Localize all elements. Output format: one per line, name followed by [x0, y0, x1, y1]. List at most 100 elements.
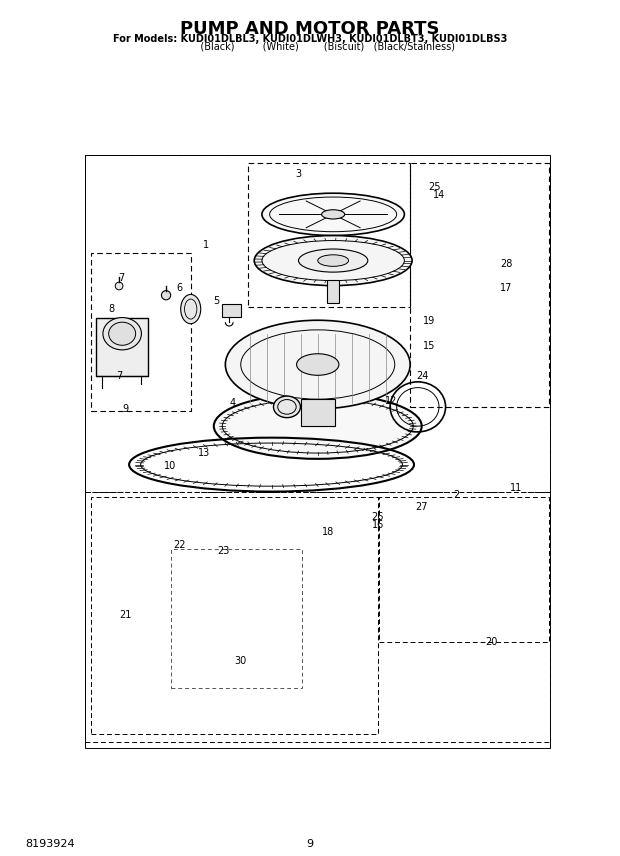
Ellipse shape — [296, 354, 339, 375]
Bar — [430, 209, 507, 253]
Ellipse shape — [317, 255, 348, 266]
Polygon shape — [433, 330, 479, 349]
Text: 21: 21 — [119, 609, 131, 620]
Ellipse shape — [404, 550, 466, 610]
Ellipse shape — [412, 558, 458, 603]
Ellipse shape — [249, 586, 271, 606]
Circle shape — [418, 505, 430, 517]
Bar — [172, 550, 303, 688]
Text: 15: 15 — [423, 341, 436, 351]
Text: 24: 24 — [416, 371, 428, 381]
Text: 28: 28 — [500, 259, 513, 270]
Text: 4: 4 — [230, 398, 236, 408]
Ellipse shape — [273, 396, 301, 418]
Bar — [410, 163, 549, 407]
Bar — [379, 497, 549, 642]
Text: PUMP AND MOTOR PARTS: PUMP AND MOTOR PARTS — [180, 20, 440, 39]
Text: 2: 2 — [453, 490, 459, 501]
Ellipse shape — [262, 193, 404, 235]
Text: 8193924: 8193924 — [25, 839, 74, 849]
Polygon shape — [435, 536, 547, 625]
Circle shape — [379, 508, 398, 526]
Bar — [371, 565, 402, 588]
Text: 9: 9 — [306, 839, 314, 849]
Text: 26: 26 — [371, 512, 384, 522]
Text: 17: 17 — [500, 282, 513, 293]
Text: 25: 25 — [428, 182, 441, 193]
Text: 27: 27 — [415, 502, 428, 512]
Text: 8: 8 — [108, 304, 115, 314]
Text: 23: 23 — [218, 546, 230, 556]
Bar — [430, 270, 495, 311]
Polygon shape — [99, 388, 164, 407]
Ellipse shape — [322, 570, 360, 606]
Text: 3: 3 — [296, 169, 301, 179]
Bar — [85, 491, 551, 742]
Ellipse shape — [265, 594, 281, 609]
Ellipse shape — [214, 394, 422, 459]
Text: 10: 10 — [164, 461, 176, 471]
Text: 14: 14 — [433, 190, 446, 200]
Bar — [249, 163, 410, 306]
Ellipse shape — [192, 579, 259, 643]
Text: 5: 5 — [213, 296, 219, 306]
Ellipse shape — [484, 573, 498, 587]
Ellipse shape — [298, 249, 368, 272]
Ellipse shape — [103, 318, 141, 350]
Circle shape — [502, 195, 510, 203]
Bar — [221, 305, 241, 317]
Circle shape — [118, 380, 125, 388]
Text: 9: 9 — [122, 404, 128, 414]
Bar — [441, 217, 495, 247]
Circle shape — [161, 290, 171, 300]
Text: 12: 12 — [385, 395, 397, 406]
Ellipse shape — [472, 562, 510, 598]
Ellipse shape — [445, 535, 537, 626]
Ellipse shape — [180, 294, 201, 324]
Ellipse shape — [254, 235, 412, 286]
Text: For Models: KUDI01DLBL3, KUDI01DLWH3, KUDI01DLBT3, KUDI01DLBS3: For Models: KUDI01DLBL3, KUDI01DLWH3, KU… — [113, 34, 507, 45]
Polygon shape — [410, 480, 495, 511]
Text: 20: 20 — [485, 637, 497, 647]
Circle shape — [408, 293, 420, 306]
Text: 7: 7 — [116, 371, 122, 381]
Text: 13: 13 — [198, 448, 210, 458]
Ellipse shape — [498, 267, 514, 274]
Ellipse shape — [454, 544, 528, 616]
Bar — [501, 270, 512, 376]
Text: 1: 1 — [203, 241, 209, 250]
Circle shape — [115, 282, 123, 290]
Text: 19: 19 — [423, 316, 435, 325]
Text: 22: 22 — [173, 540, 185, 550]
Bar — [327, 280, 339, 303]
Ellipse shape — [280, 602, 291, 612]
Ellipse shape — [108, 322, 136, 345]
Circle shape — [498, 191, 513, 206]
Bar — [440, 201, 497, 211]
Bar — [85, 155, 551, 491]
Ellipse shape — [294, 544, 387, 632]
Ellipse shape — [210, 597, 241, 626]
Text: 16: 16 — [371, 520, 384, 530]
Text: eReplacementParts.com: eReplacementParts.com — [259, 429, 377, 439]
Bar — [96, 318, 148, 376]
Text: 30: 30 — [234, 656, 247, 666]
Ellipse shape — [322, 210, 345, 219]
Text: 11: 11 — [510, 483, 523, 493]
Polygon shape — [435, 640, 547, 657]
Text: (Black)         (White)        (Biscuit)   (Black/Stainless): (Black) (White) (Biscuit) (Black/Stainle… — [166, 41, 454, 51]
Bar — [91, 497, 378, 734]
Ellipse shape — [218, 604, 233, 618]
Ellipse shape — [304, 553, 378, 622]
Bar — [85, 155, 551, 748]
Ellipse shape — [423, 569, 446, 591]
Bar — [435, 625, 547, 640]
Bar — [433, 275, 487, 306]
Bar — [301, 399, 335, 426]
Text: 6: 6 — [176, 282, 182, 293]
Bar — [514, 480, 547, 496]
Ellipse shape — [185, 573, 266, 650]
Text: 7: 7 — [118, 273, 125, 283]
Text: 18: 18 — [322, 527, 334, 538]
Ellipse shape — [225, 320, 410, 409]
